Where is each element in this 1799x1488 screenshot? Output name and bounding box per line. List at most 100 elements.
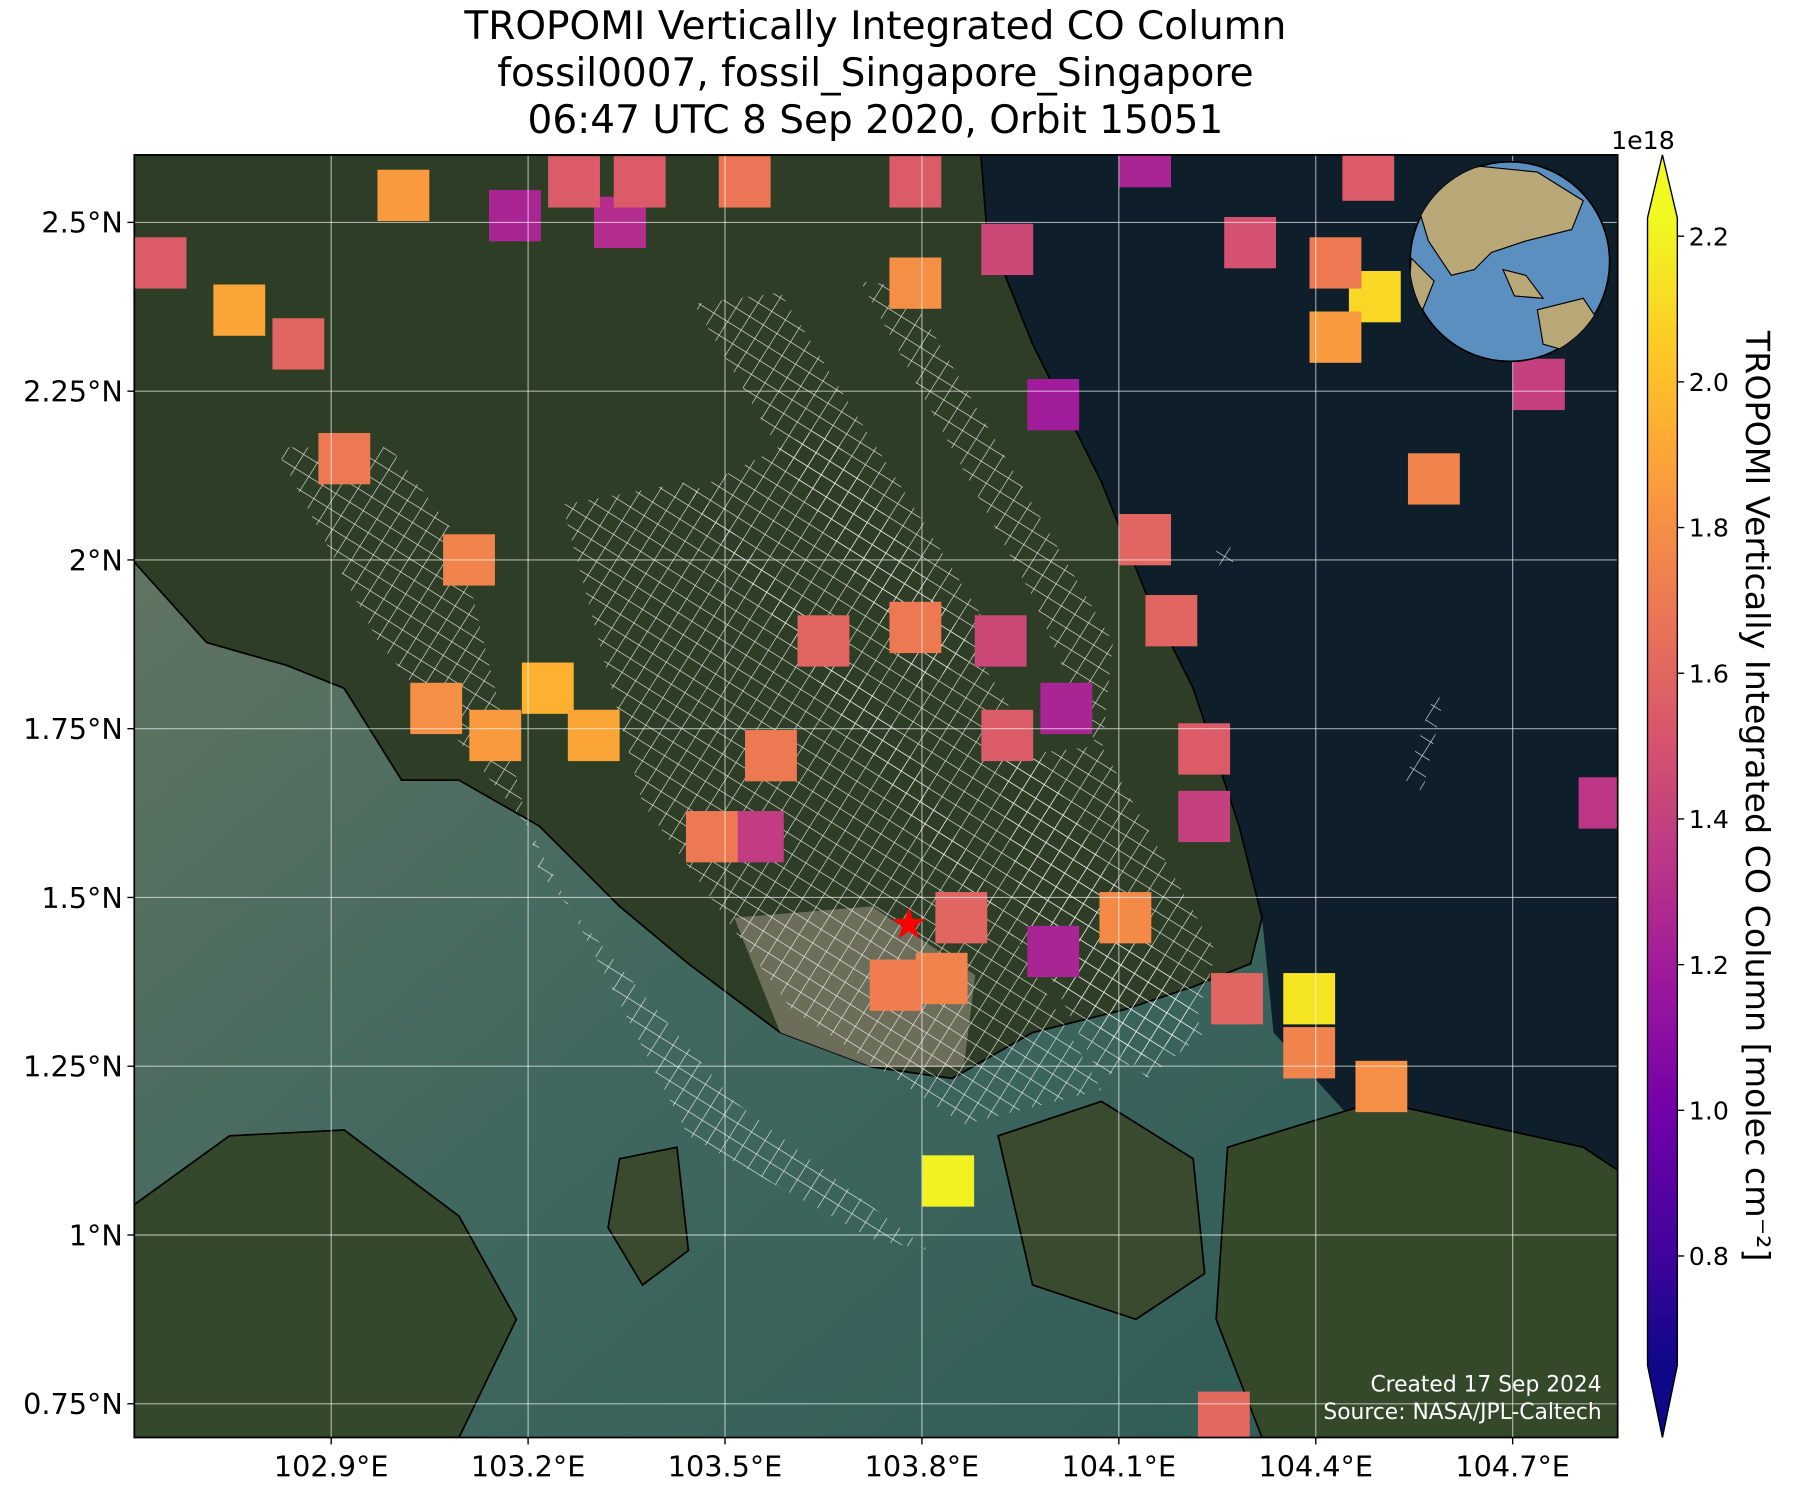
colorbar: 0.8 1.0 1.2 1.4 1.6 1.8 2.0 2.2 1e18 TROPOMI Vert…	[1611, 126, 1777, 1438]
colorbar-segment	[1647, 485, 1678, 496]
colorbar-label: TROPOMI Vertically Integrated CO Column …	[1738, 330, 1777, 1262]
x-tick-label: 103.8°E	[865, 1450, 980, 1484]
titles: TROPOMI Vertically Integrated CO Columnf…	[463, 4, 1286, 143]
chart-title: TROPOMI Vertically Integrated CO Column	[463, 4, 1286, 49]
colorbar-segment	[1647, 1269, 1678, 1280]
colorbar-segment	[1647, 1040, 1678, 1051]
colorbar-segment	[1647, 562, 1678, 573]
colorbar-segment	[1647, 1336, 1678, 1347]
colorbar-tick-label: 0.8	[1689, 1242, 1729, 1271]
colorbar-tick-label: 1.4	[1689, 805, 1729, 834]
colorbar-segment	[1647, 447, 1678, 458]
colorbar-segment	[1647, 686, 1678, 697]
co-cell	[1178, 790, 1231, 843]
colorbar-segment	[1647, 246, 1678, 257]
co-cell	[1027, 925, 1080, 978]
globe-land	[1410, 165, 1584, 276]
colorbar-segment	[1647, 342, 1678, 353]
colorbar-segment	[1647, 409, 1678, 420]
colorbar-segment	[1647, 629, 1678, 640]
colorbar-segment	[1647, 1240, 1678, 1252]
colorbar-segment	[1647, 810, 1678, 821]
colorbar-segment	[1647, 227, 1678, 238]
colorbar-segment	[1647, 619, 1678, 630]
colorbar-segment	[1647, 858, 1678, 869]
colorbar-segment	[1647, 1001, 1678, 1013]
co-cell	[1283, 1027, 1336, 1079]
co-cell	[1040, 682, 1093, 735]
colorbar-segment	[1647, 724, 1678, 735]
y-tick-label: 2°N	[69, 543, 123, 577]
colorbar-segment	[1647, 973, 1678, 984]
colorbar-segment	[1647, 1164, 1678, 1175]
colorbar-tick-label: 2.0	[1689, 368, 1729, 397]
colorbar-segment	[1647, 1154, 1678, 1166]
colorbar-extend-top	[1647, 154, 1678, 218]
y-tick-label: 1.25°N	[23, 1050, 123, 1084]
colorbar-segment	[1647, 762, 1678, 774]
colorbar-segment	[1647, 523, 1678, 535]
colorbar-segment	[1647, 1145, 1678, 1156]
co-cell	[915, 952, 968, 1005]
x-tick-label: 103.2°E	[471, 1450, 586, 1484]
co-cell	[134, 237, 187, 289]
co-cell	[1309, 237, 1362, 289]
colorbar-segment	[1647, 600, 1678, 611]
co-cell	[1355, 1060, 1408, 1113]
colorbar-segment	[1647, 1298, 1678, 1309]
colorbar-segment	[1647, 1355, 1678, 1366]
co-cell	[889, 156, 942, 208]
x-tick-label: 104.4°E	[1258, 1450, 1373, 1484]
co-cell	[1211, 973, 1263, 1025]
colorbar-segment	[1647, 638, 1678, 649]
colorbar-segment	[1647, 887, 1678, 898]
co-cell	[922, 1155, 975, 1207]
colorbar-segment	[1647, 304, 1678, 315]
co-cell	[1119, 514, 1172, 566]
colorbar-segment	[1647, 1011, 1678, 1022]
colorbar-segment	[1647, 552, 1678, 563]
colorbar-segment	[1647, 1126, 1678, 1137]
co-cell	[889, 257, 942, 309]
co-cell	[889, 601, 942, 654]
colorbar-segment	[1647, 954, 1678, 965]
colorbar-tick-label: 1.8	[1689, 514, 1729, 543]
chart-title: 06:47 UTC 8 Sep 2020, Orbit 15051	[528, 98, 1224, 143]
colorbar-segment	[1647, 944, 1678, 955]
colorbar-segment	[1647, 963, 1678, 974]
colorbar-segment	[1647, 657, 1678, 669]
co-cell	[731, 811, 784, 863]
globe-land	[1501, 268, 1545, 299]
colorbar-segment	[1647, 1307, 1678, 1319]
y-tick-label: 1.5°N	[41, 881, 122, 915]
colorbar-segment	[1647, 982, 1678, 994]
colorbar-segment	[1647, 848, 1678, 860]
colorbar-segment	[1647, 1021, 1678, 1032]
colorbar-segment	[1647, 590, 1678, 602]
colorbar-segment	[1647, 1317, 1678, 1328]
colorbar-segment	[1647, 476, 1678, 487]
colorbar-segment	[1647, 801, 1678, 812]
colorbar-segment	[1647, 418, 1678, 429]
axes: 102.9°E 103.2°E 103.5°E 103.8°E 104.1°E 104.4…	[23, 206, 1570, 1484]
colorbar-segment	[1647, 1279, 1678, 1290]
co-cell	[318, 433, 371, 485]
colorbar-segment	[1647, 275, 1678, 286]
colorbar-segment	[1647, 284, 1678, 296]
co-cell	[869, 959, 922, 1011]
colorbar-segment	[1647, 533, 1678, 544]
colorbar-segment	[1647, 581, 1678, 592]
y-tick-label: 0.75°N	[23, 1387, 123, 1421]
colorbar-segment	[1647, 1260, 1678, 1271]
colorbar-segment	[1647, 791, 1678, 802]
cells	[134, 154, 1618, 1438]
co-cell	[1224, 216, 1277, 269]
colorbar-segment	[1647, 1327, 1678, 1338]
colorbar-segment	[1647, 1174, 1678, 1185]
co-cell	[213, 284, 266, 336]
co-cell	[1512, 358, 1565, 411]
x-tick-label: 104.7°E	[1455, 1450, 1570, 1484]
